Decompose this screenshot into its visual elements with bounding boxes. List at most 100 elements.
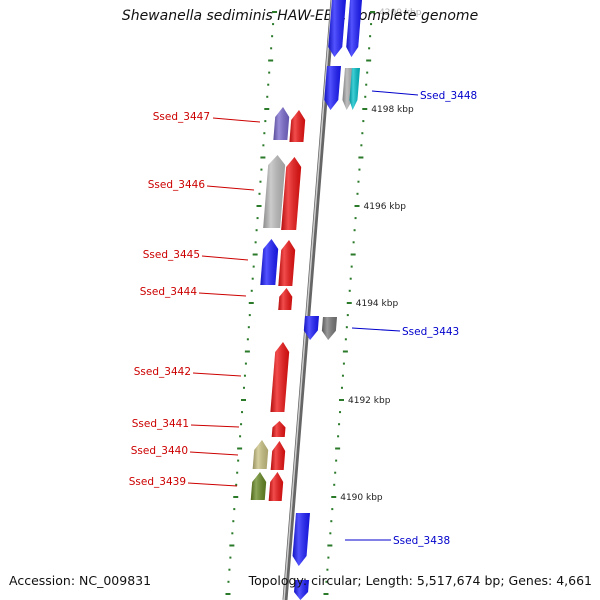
- tick-minor-right: [356, 192, 359, 195]
- tick-minor-left: [246, 338, 249, 341]
- scale-label: 4190 kbp: [340, 493, 383, 503]
- tick-minor-right: [364, 95, 367, 98]
- tick-minor-right: [354, 217, 357, 220]
- gene-features: [250, 0, 362, 600]
- gene-label-ssed-3446[interactable]: Ssed_3446: [148, 179, 206, 191]
- tick-minor-right: [369, 35, 372, 38]
- gene-label-ssed-3439[interactable]: Ssed_3439: [129, 476, 186, 488]
- tick-minor-left: [237, 459, 240, 462]
- gene-label-ssed-3440[interactable]: Ssed_3440: [131, 445, 188, 457]
- scale-label: 4194 kbp: [356, 299, 399, 309]
- gene-leader-line: [198, 292, 247, 297]
- tick-minor-right: [337, 435, 340, 438]
- tick-minor-left: [247, 326, 250, 329]
- scale-label: 4192 kbp: [348, 396, 391, 406]
- tick-minor-left: [271, 35, 274, 38]
- tick-minor-right: [360, 144, 363, 147]
- gene-arrow-ssed-3445-shading: [260, 239, 279, 285]
- scale-labels: 4200 kbp 4198 kbp 4196 kbp 4194 kbp 4192 kbp…: [340, 8, 421, 503]
- tick-minor-left: [252, 265, 255, 268]
- tick-minor-left: [266, 95, 269, 98]
- gene-arrow-forward-shading: [346, 0, 362, 57]
- tick-minor-left: [251, 277, 254, 280]
- tick-minor-left: [243, 374, 246, 377]
- tick-minor-left: [231, 532, 234, 535]
- tick-minor-right: [326, 568, 329, 571]
- gene-arrow-reverse-shading: [278, 240, 296, 286]
- gene-arrow-forward-shading: [324, 66, 341, 110]
- tick-minor-left: [262, 144, 265, 147]
- gene-arrow-forward-shading: [303, 316, 319, 340]
- scale-label: 4200 kbp: [379, 8, 422, 18]
- gene-arrow-forward-shading: [294, 580, 309, 600]
- tick-minor-right: [331, 508, 334, 511]
- scale-ticks: [225, 11, 376, 595]
- tick-minor-right: [353, 229, 356, 232]
- tick-minor-right: [358, 168, 361, 171]
- tick-minor-left: [229, 556, 232, 559]
- gene-label-ssed-3447[interactable]: Ssed_3447: [153, 111, 210, 123]
- scale-label: 4198 kbp: [371, 105, 414, 115]
- scale-label: 4196 kbp: [364, 202, 407, 212]
- tick-minor-right: [329, 532, 332, 535]
- tick-minor-left: [239, 435, 242, 438]
- gene-arrow-reverse-shading: [289, 110, 306, 142]
- gene-arrow-ssed-3448-shading: [349, 68, 360, 110]
- gene-label-ssed-3438[interactable]: Ssed_3438: [393, 535, 450, 547]
- gene-label-ssed-3441[interactable]: Ssed_3441: [132, 418, 189, 430]
- gene-label-ssed-3444[interactable]: Ssed_3444: [140, 286, 198, 298]
- tick-minor-right: [348, 289, 351, 292]
- tick-minor-right: [325, 580, 328, 583]
- tick-minor-left: [227, 580, 230, 583]
- gene-arrow-reverse-shading: [281, 157, 302, 230]
- gene-arrow-reverse-shading: [270, 441, 286, 470]
- tick-minor-left: [267, 83, 270, 86]
- tick-minor-left: [240, 423, 243, 426]
- tick-minor-left: [232, 520, 235, 523]
- tick-minor-right: [365, 83, 368, 86]
- gene-leader-line: [206, 185, 255, 191]
- tick-minor-right: [327, 556, 330, 559]
- tick-minor-left: [233, 508, 236, 511]
- tick-minor-left: [264, 120, 267, 123]
- tick-minor-left: [268, 71, 271, 74]
- gene-arrow-ssed-3440-shading: [252, 440, 269, 469]
- tick-minor-left: [250, 289, 253, 292]
- gene-arrow-ssed-3443-shading: [321, 317, 337, 340]
- tick-minor-left: [255, 229, 258, 232]
- gene-arrow-ssed-3439-shading: [250, 472, 267, 500]
- tick-minor-right: [342, 362, 345, 365]
- tick-minor-right: [362, 120, 365, 123]
- gene-arrow-ssed-3442-shading: [270, 342, 290, 412]
- tick-minor-left: [259, 180, 262, 183]
- tick-minor-right: [339, 411, 342, 414]
- tick-minor-left: [244, 362, 247, 365]
- gene-label-ssed-3448[interactable]: Ssed_3448: [420, 90, 477, 102]
- tick-minor-right: [368, 47, 371, 50]
- backbone-highlight: [283, 0, 333, 600]
- tick-minor-right: [352, 241, 355, 244]
- tick-minor-left: [235, 483, 238, 486]
- gene-leader-line: [189, 451, 239, 456]
- tick-minor-right: [338, 423, 341, 426]
- tick-minor-left: [260, 168, 263, 171]
- tick-minor-right: [340, 386, 343, 389]
- tick-minor-left: [241, 411, 244, 414]
- tick-minor-left: [270, 47, 273, 50]
- tick-minor-right: [344, 338, 347, 341]
- gene-label-ssed-3443[interactable]: Ssed_3443: [402, 326, 459, 338]
- gene-arrow-ssed-3438-shading: [292, 513, 310, 566]
- gene-label-ssed-3445[interactable]: Ssed_3445: [143, 249, 200, 261]
- genome-summary-text: Topology: circular; Length: 5,517,674 bp…: [248, 573, 592, 588]
- gene-labels: Ssed_3448 Ssed_3447 Ssed_3446 Ssed_3445 Ssed…: [129, 90, 477, 547]
- tick-minor-right: [335, 459, 338, 462]
- tick-minor-right: [333, 483, 336, 486]
- gene-leader-line: [212, 117, 261, 123]
- accession-text: Accession: NC_009831: [9, 573, 152, 588]
- gene-label-ssed-3442[interactable]: Ssed_3442: [134, 366, 191, 378]
- tick-minor-right: [370, 23, 373, 26]
- tick-minor-right: [346, 314, 349, 317]
- tick-minor-right: [341, 374, 344, 377]
- gene-arrow-forward-shading: [328, 0, 346, 57]
- tick-minor-right: [334, 471, 337, 474]
